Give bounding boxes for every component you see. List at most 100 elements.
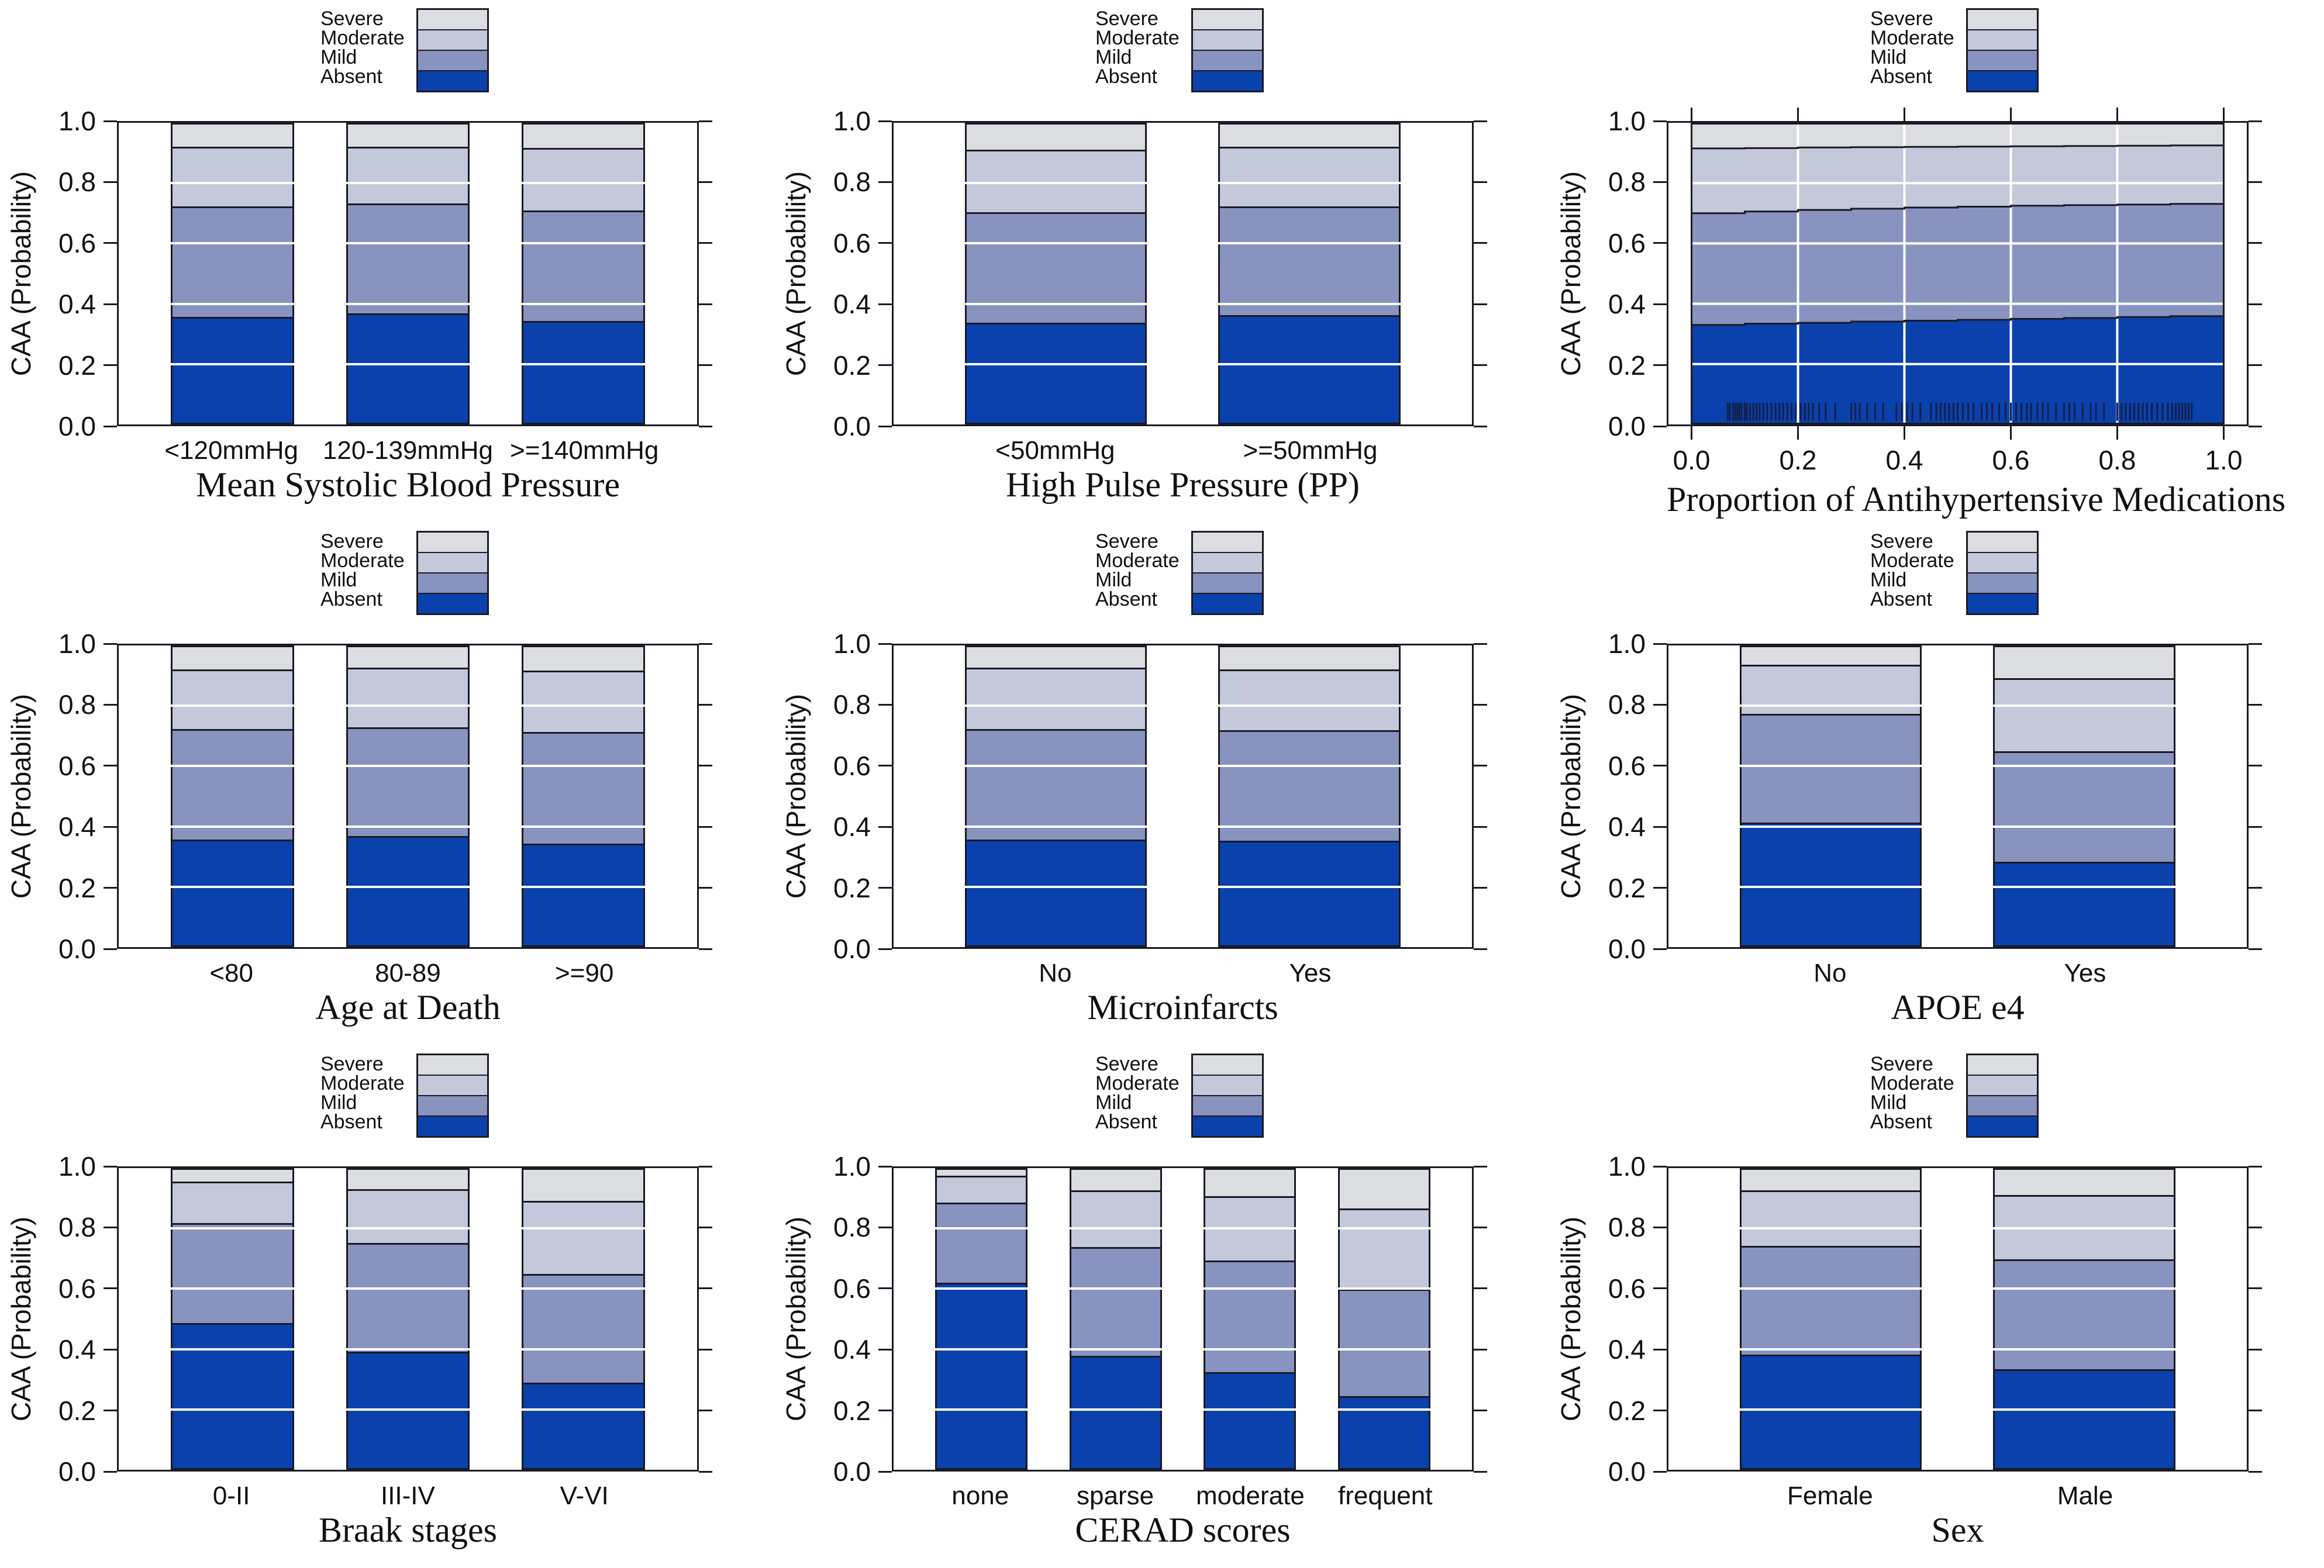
legend-swatch-mild xyxy=(1192,1096,1262,1117)
y-tick-right xyxy=(1474,1348,1487,1351)
legend-swatch-absent xyxy=(1192,71,1262,91)
y-tick-right xyxy=(699,643,712,645)
legend: Severe Moderate Mild Absent xyxy=(1870,1054,2039,1138)
y-tick-right xyxy=(2249,948,2262,950)
segment-severe xyxy=(1995,1170,2174,1197)
panel-cerad-scores: Severe Moderate Mild Absent CAA (Probability… xyxy=(775,1045,1550,1568)
segment-moderate xyxy=(1205,1198,1295,1263)
y-tick-right xyxy=(1474,181,1487,183)
y-tick-right xyxy=(699,1165,712,1168)
gridline-horizontal xyxy=(894,765,1472,768)
y-tick-left xyxy=(878,703,892,706)
y-tick-right xyxy=(699,826,712,828)
legend-swatch-mild xyxy=(1967,574,2037,594)
category-label-50mmhg: >=50mmHg xyxy=(1243,436,1378,465)
x-tick-label: 0.6 xyxy=(1992,445,2030,475)
gridline-horizontal xyxy=(1668,1287,2247,1290)
segment-severe xyxy=(937,1170,1026,1177)
y-tick-label: 0.2 xyxy=(833,872,871,903)
y-axis-title: CAA (Probability) xyxy=(781,693,811,899)
legend-swatch-absent xyxy=(1967,1117,2037,1136)
gridline-horizontal xyxy=(1668,885,2247,888)
panel-sex: Severe Moderate Mild Absent CAA (Probability… xyxy=(1550,1045,2324,1568)
segment-mild xyxy=(173,1225,292,1325)
legend-label-mild: Mild xyxy=(1095,46,1132,68)
y-tick-left xyxy=(878,1470,892,1473)
y-tick-right xyxy=(699,181,712,183)
segment-absent xyxy=(1071,1358,1160,1468)
stacked-area-chart xyxy=(1668,123,2247,424)
y-tick-right xyxy=(1474,242,1487,244)
category-label-sparse: sparse xyxy=(1077,1481,1154,1510)
gridline-horizontal xyxy=(1668,765,2247,768)
x-tick-bottom xyxy=(2009,426,2012,440)
y-tick-left xyxy=(104,948,117,950)
legend-swatch-mild xyxy=(418,51,487,71)
y-tick-label: 0.6 xyxy=(833,750,871,781)
y-tick-label: 1.0 xyxy=(833,1151,871,1182)
legend-swatch-severe xyxy=(1967,533,2037,553)
plot-area-mean-systolic-blood-pressure xyxy=(117,121,699,426)
gridline-horizontal xyxy=(119,1408,697,1411)
y-tick-label: 0.8 xyxy=(1608,1212,1646,1243)
gridline-horizontal xyxy=(119,242,697,245)
y-tick-right xyxy=(1474,1226,1487,1228)
gridline-horizontal xyxy=(119,1287,697,1290)
y-tick-right xyxy=(1474,425,1487,427)
legend-swatch-moderate xyxy=(1192,553,1262,574)
category-label-50mmhg: <50mmHg xyxy=(995,436,1115,465)
legend-swatch-absent xyxy=(418,594,487,613)
legend-swatch-severe xyxy=(1967,10,2037,30)
x-axis-title: APOE e4 xyxy=(1891,988,2025,1027)
segment-severe xyxy=(1071,1170,1160,1193)
legend-label-absent: Absent xyxy=(1095,588,1157,610)
legend-swatch-box xyxy=(416,1054,489,1138)
gridline-horizontal xyxy=(894,182,1472,185)
y-tick-right xyxy=(2249,242,2262,244)
legend-label-moderate: Moderate xyxy=(1870,27,1954,49)
legend-swatch-moderate xyxy=(1967,1076,2037,1096)
y-tick-left xyxy=(104,643,117,645)
y-tick-right xyxy=(2249,425,2262,427)
legend-swatch-moderate xyxy=(1192,30,1262,51)
y-tick-label: 1.0 xyxy=(1608,1151,1646,1182)
legend-swatch-absent xyxy=(1967,594,2037,613)
legend-label-moderate: Moderate xyxy=(1095,550,1180,572)
gridline-horizontal xyxy=(119,825,697,828)
bar-female xyxy=(1739,1168,1922,1470)
legend-label-absent: Absent xyxy=(1870,588,1932,610)
x-axis-title: Mean Systolic Blood Pressure xyxy=(196,465,620,504)
band-severe xyxy=(1691,123,2224,148)
y-tick-left xyxy=(104,425,117,427)
legend-swatch-severe xyxy=(1192,10,1262,30)
bar-sparse xyxy=(1069,1168,1162,1470)
category-label-no: No xyxy=(1813,959,1847,987)
y-tick-right xyxy=(699,303,712,305)
segment-severe xyxy=(173,125,292,148)
segment-absent xyxy=(1220,316,1399,423)
y-tick-label: 0.0 xyxy=(833,934,871,964)
y-tick-label: 0.2 xyxy=(833,350,871,381)
segment-mild xyxy=(1220,208,1399,317)
segment-mild xyxy=(1741,716,1920,825)
segment-severe xyxy=(173,647,292,671)
legend-swatch-severe xyxy=(418,533,487,553)
y-tick-right xyxy=(699,1226,712,1228)
segment-moderate xyxy=(1995,680,2174,754)
gridline-horizontal xyxy=(894,242,1472,245)
y-tick-left xyxy=(1653,826,1667,828)
y-tick-label: 1.0 xyxy=(833,106,871,136)
panel-apoe-e4: Severe Moderate Mild Absent CAA (Probability… xyxy=(1550,523,2324,1045)
y-tick-left xyxy=(878,948,892,950)
y-tick-left xyxy=(878,765,892,767)
legend-swatch-moderate xyxy=(1192,1076,1262,1096)
y-tick-label: 0.8 xyxy=(58,689,96,720)
bar-120-139mmhg xyxy=(346,123,470,424)
segment-moderate xyxy=(173,148,292,208)
y-tick-left xyxy=(104,826,117,828)
y-tick-right xyxy=(699,1348,712,1351)
x-axis-title: High Pulse Pressure (PP) xyxy=(1005,465,1360,504)
y-tick-left xyxy=(104,242,117,244)
plot-inner xyxy=(119,645,697,947)
